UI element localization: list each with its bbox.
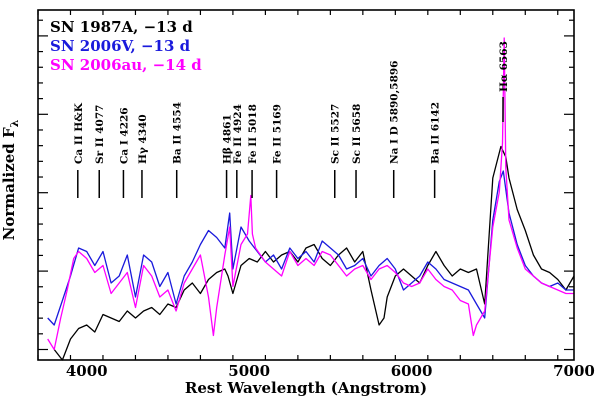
line-id-label: Hα 6563 [498, 41, 510, 92]
legend-entry: SN 2006V, −13 d [50, 37, 191, 55]
line-id-label: Sc II 5658 [351, 104, 363, 164]
x-tick-label: 7000 [553, 362, 595, 380]
x-tick-label: 6000 [391, 362, 433, 380]
axes: 4000 5000 6000 7000 [37, 10, 595, 380]
series-line-2 [47, 37, 574, 351]
legend: SN 1987A, −13 dSN 2006V, −13 dSN 2006au,… [50, 18, 202, 74]
legend-entry: SN 1987A, −13 d [50, 18, 193, 36]
line-id-label: Na I D 5890,5896 [389, 61, 401, 165]
series-line-0 [53, 145, 575, 361]
line-id-label: Fe II 5169 [272, 104, 284, 164]
line-id-label: Fe II 4924 [232, 104, 244, 164]
plot-frame [37, 9, 575, 361]
line-identifications: Ca II H&K Sr II 4077 Ca I 4226 Hγ 4340 Ba II… [73, 41, 510, 198]
line-id-label: Ca II H&K [73, 102, 85, 164]
line-id-label: Ca I 4226 [118, 107, 130, 164]
line-id-label: Hγ 4340 [137, 114, 149, 164]
legend-entry: SN 2006au, −14 d [50, 56, 202, 74]
plot-series [47, 37, 575, 361]
series-line-1 [47, 170, 574, 326]
y-axis-label: Normalized Fλ [0, 119, 21, 240]
line-id-label: Ba II 6142 [430, 102, 442, 164]
x-axis-label: Rest Wavelength (Angstrom) [185, 379, 427, 397]
line-id-label: Hβ 4861 [222, 114, 234, 164]
x-tick-label: 5000 [228, 362, 270, 380]
x-tick-label: 4000 [66, 362, 108, 380]
line-id-label: Ba II 4554 [172, 102, 184, 164]
line-id-label: Sr II 4077 [94, 105, 106, 164]
line-id-label: Sc II 5527 [330, 104, 342, 164]
line-id-label: Fe II 5018 [247, 104, 259, 164]
y-axis-label-main: Normalized F [0, 127, 18, 240]
y-axis-label-subscript: λ [8, 119, 21, 127]
